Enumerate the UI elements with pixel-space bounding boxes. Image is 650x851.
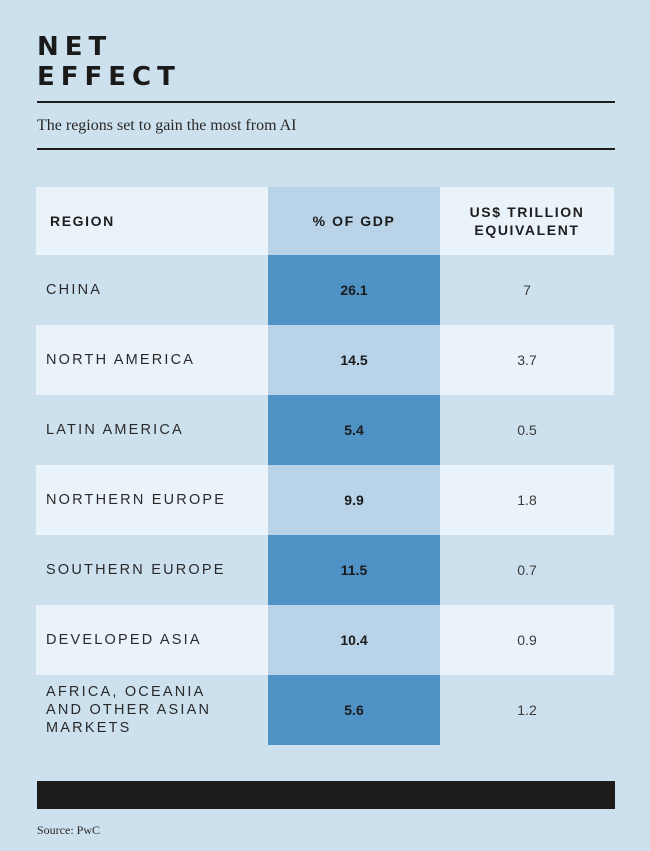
- pct-gdp-cell: 5.4: [268, 395, 440, 465]
- top-rule: [37, 101, 615, 103]
- region-cell: NORTH AMERICA: [46, 352, 196, 368]
- pct-gdp-cell: 10.4: [268, 605, 440, 675]
- usd-trillion-cell: 0.9: [517, 632, 537, 648]
- table-row: LATIN AMERICA 5.4 0.5: [36, 395, 614, 465]
- header-usd-trillion: US$ TRILLION EQUIVALENT: [469, 204, 585, 238]
- subtitle: The regions set to gain the most from AI: [37, 117, 297, 134]
- footer-bar: [37, 781, 615, 809]
- region-cell: SOUTHERN EUROPE: [46, 562, 226, 578]
- usd-trillion-cell: 0.7: [517, 562, 537, 578]
- pct-gdp-cell: 26.1: [268, 255, 440, 325]
- usd-trillion-cell: 3.7: [517, 352, 537, 368]
- usd-trillion-cell: 1.2: [517, 702, 537, 718]
- title-line-1: NET: [37, 32, 113, 62]
- usd-trillion-cell: 1.8: [517, 492, 537, 508]
- table-row: NORTHERN EUROPE 9.9 1.8: [36, 465, 614, 535]
- data-table: REGION % OF GDP US$ TRILLION EQUIVALENT …: [36, 187, 614, 745]
- pct-gdp-cell: 11.5: [268, 535, 440, 605]
- subtitle-rule: [37, 148, 615, 150]
- pct-gdp-cell: 5.6: [268, 675, 440, 745]
- table-header-row: REGION % OF GDP US$ TRILLION EQUIVALENT: [36, 187, 614, 255]
- table-row: SOUTHERN EUROPE 11.5 0.7: [36, 535, 614, 605]
- table-row: DEVELOPED ASIA 10.4 0.9: [36, 605, 614, 675]
- source-note: Source: PwC: [37, 823, 100, 837]
- pct-gdp-cell: 14.5: [268, 325, 440, 395]
- region-cell: CHINA: [46, 282, 103, 298]
- usd-trillion-cell: 0.5: [517, 422, 537, 438]
- region-cell: DEVELOPED ASIA: [46, 632, 202, 648]
- region-cell: NORTHERN EUROPE: [46, 492, 227, 508]
- header-region: REGION: [50, 213, 115, 229]
- region-cell: AFRICA, OCEANIA AND OTHER ASIAN MARKETS: [46, 684, 212, 736]
- pct-gdp-cell: 9.9: [268, 465, 440, 535]
- table-row: NORTH AMERICA 14.5 3.7: [36, 325, 614, 395]
- table-row: CHINA 26.1 7: [36, 255, 614, 325]
- page-title: NET EFFECT: [37, 32, 181, 92]
- usd-trillion-cell: 7: [523, 282, 531, 298]
- region-cell: LATIN AMERICA: [46, 422, 184, 438]
- table-row: AFRICA, OCEANIA AND OTHER ASIAN MARKETS 5…: [36, 675, 614, 745]
- title-line-2: EFFECT: [37, 62, 181, 92]
- header-pct-gdp: % OF GDP: [268, 187, 440, 255]
